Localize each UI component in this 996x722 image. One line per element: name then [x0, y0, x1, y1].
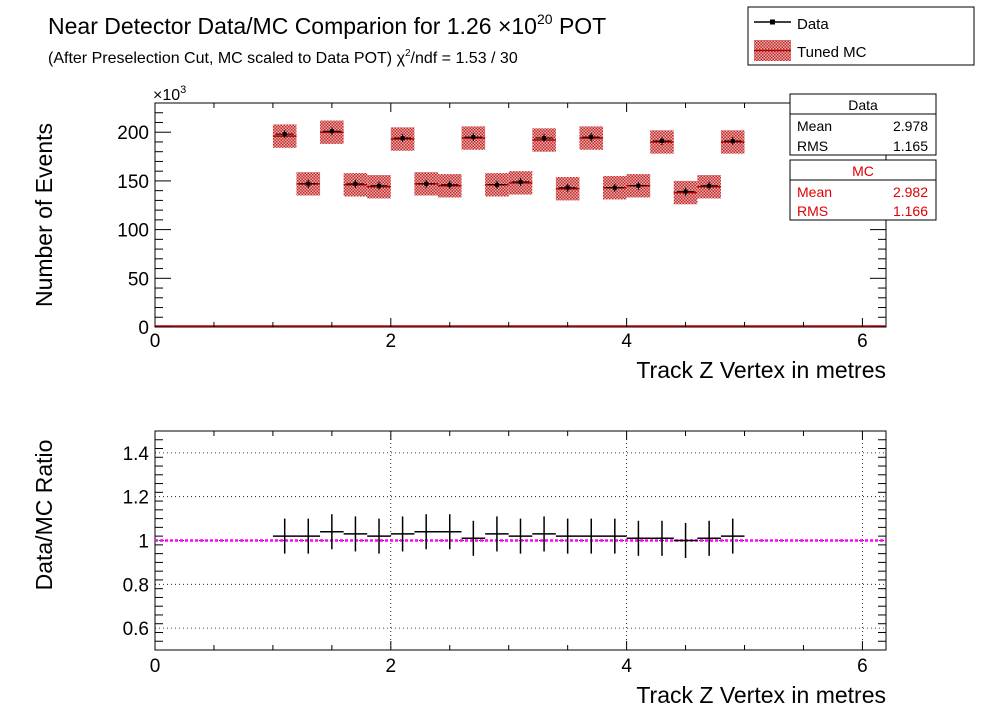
top-x-tick-label: 2	[386, 331, 397, 352]
legend-entry-mc: Tuned MC	[754, 40, 867, 61]
bottom-y-tick-label: 1	[138, 532, 149, 553]
data-point	[636, 183, 641, 188]
legend: Data Tuned MC	[747, 6, 975, 66]
data-point	[707, 183, 712, 188]
bottom-x-tick-label: 2	[386, 656, 397, 677]
stats-data-title: Data	[848, 97, 878, 113]
bottom-y-tick-label: 1.2	[123, 488, 149, 509]
data-point	[282, 132, 287, 137]
bottom-x-tick-label: 4	[621, 656, 632, 677]
bottom-y-tick-label: 0.8	[123, 575, 149, 596]
legend-label-data: Data	[797, 16, 829, 33]
stats-mc-mean-value: 2.982	[893, 184, 928, 200]
chart-subtitle: (After Preselection Cut, MC scaled to Da…	[48, 48, 518, 67]
stats-data-rms-label: RMS	[797, 138, 828, 154]
data-point	[683, 189, 688, 194]
stats-mc-title: MC	[852, 163, 874, 179]
data-point	[353, 181, 358, 186]
data-point	[730, 138, 735, 143]
bottom-panel: 0 2 4 6 0.6 0.8 1 1.2 1.4 Data/MC Ratio Track Z …	[31, 430, 887, 708]
top-x-axis-label: Track Z Vertex in metres	[636, 357, 886, 383]
stats-data-rms-value: 1.165	[893, 138, 928, 154]
data-point	[447, 182, 452, 187]
bottom-y-tick-label: 0.6	[123, 619, 149, 640]
bottom-y-axis-label: Data/MC Ratio	[31, 440, 57, 591]
bottom-x-tick-label: 6	[857, 656, 868, 677]
top-y-tick-label: 200	[117, 123, 149, 144]
top-panel: 0 2 4 6 0 50 100 150 200 Number of Events Track …	[31, 84, 887, 383]
data-point	[542, 136, 547, 141]
stats-data-mean-value: 2.978	[893, 118, 928, 134]
bottom-x-tick-label: 0	[150, 656, 161, 677]
data-point	[329, 129, 334, 134]
stats-mc-mean-label: Mean	[797, 184, 832, 200]
stats-box-mc: MC Mean 2.982 RMS 1.166	[789, 159, 937, 221]
chart-title: Near Detector Data/MC Comparion for 1.26…	[48, 11, 606, 39]
data-point	[377, 183, 382, 188]
data-point	[565, 185, 570, 190]
data-point	[494, 182, 499, 187]
data-point	[400, 136, 405, 141]
top-y-axis-label: Number of Events	[31, 123, 57, 307]
legend-label-mc: Tuned MC	[797, 44, 867, 61]
data-point	[612, 185, 617, 190]
stats-data-mean-label: Mean	[797, 118, 832, 134]
data-point	[471, 135, 476, 140]
bottom-x-axis-label: Track Z Vertex in metres	[636, 682, 886, 708]
top-y-tick-label: 100	[117, 221, 149, 242]
top-x-tick-label: 6	[857, 331, 868, 352]
stats-box-data: Data Mean 2.978 RMS 1.165	[789, 93, 937, 156]
top-plot-frame	[154, 102, 887, 328]
top-x-tick-label: 4	[621, 331, 632, 352]
data-point	[424, 181, 429, 186]
stats-mc-rms-label: RMS	[797, 203, 828, 219]
stats-mc-rms-value: 1.166	[893, 203, 928, 219]
data-point	[518, 179, 523, 184]
data-point	[589, 135, 594, 140]
top-y-tick-label: 0	[138, 318, 149, 339]
legend-entry-data: Data	[754, 16, 829, 33]
top-y-tick-label: 150	[117, 172, 149, 193]
data-point	[306, 181, 311, 186]
data-point	[659, 138, 664, 143]
bottom-y-tick-label: 1.4	[123, 444, 150, 465]
y-axis-multiplier: ×103	[153, 84, 186, 104]
top-x-tick-label: 0	[150, 331, 161, 352]
top-y-tick-label: 50	[128, 269, 149, 290]
